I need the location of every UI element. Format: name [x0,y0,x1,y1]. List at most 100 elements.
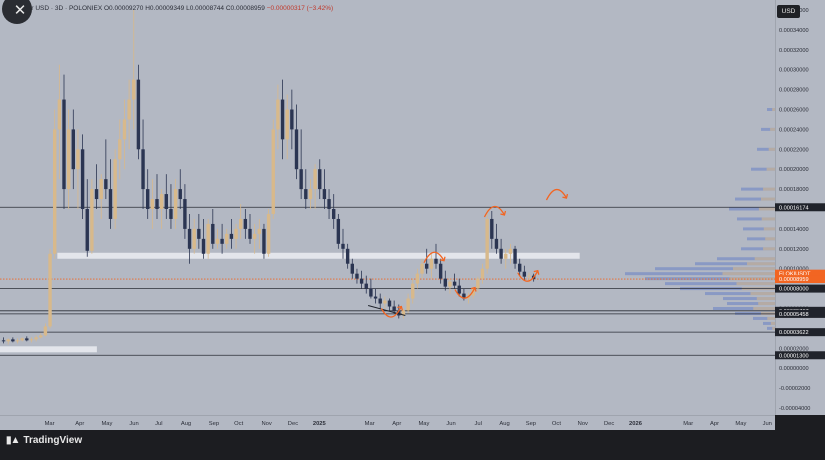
volume-profile-bar [645,277,775,281]
candle-body [122,119,127,140]
candle-body [262,228,266,254]
candle-body [141,149,145,190]
annotation-curve-arrow [380,306,402,318]
candle-body [48,253,52,327]
candle-body [136,79,141,150]
close-button[interactable]: ✕ [2,0,32,24]
volume-profile-bar-up [772,326,775,330]
x-axis-tick-label: Nov [261,421,271,427]
volume-profile-bar-up [758,302,775,306]
volume-profile-bar [705,292,775,296]
candle-body [406,298,410,311]
volume-profile-bar [717,257,775,261]
y-axis-tick-label: 0.00018000 [779,187,809,193]
chart-svg: 0.000360000.000340000.000320000.00030000… [0,8,825,427]
low-value: L0.00008744 [186,5,225,12]
volume-profile-bar [753,316,775,320]
x-axis-tick-label: May [735,421,746,427]
candle-body [336,218,341,244]
candle-body [164,194,168,209]
y-axis-tick-label: -0.00002000 [779,386,810,392]
volume-profile-bar [751,167,775,171]
currency-badge[interactable]: USD [777,5,800,18]
price-level-tag-label: 0.00003622 [779,330,809,336]
price-level-tag [775,328,825,337]
candle-body [99,179,103,200]
x-axis-tick-label: Dec [288,421,298,427]
candle-body [85,209,89,251]
candle-body [15,340,20,342]
candle-body [401,310,406,316]
candle-body [11,339,15,342]
price-level-tag [775,284,825,293]
candle-body [1,340,6,342]
candle-body [118,139,122,160]
candle-body [518,263,522,272]
candle-body [522,271,527,277]
candle-body [508,248,513,254]
candle-body [299,169,303,190]
candle-body [80,149,85,209]
candle-body [57,99,62,130]
candle-body [71,129,75,170]
candle-body [392,306,396,311]
candle-body [173,189,178,219]
candle-body [457,285,461,294]
candle-body [499,248,503,259]
volume-profile-bar-up [763,227,775,231]
candle-body [34,337,38,340]
open-value: O0.00009270 [104,5,144,12]
volume-profile-bar-up [754,257,775,261]
y-axis-tick-label: 0.00026000 [779,108,809,114]
price-level-tag [775,203,825,212]
candle-body [438,263,443,279]
annotation-curve-arrow [517,270,539,282]
annotation-arrowhead [500,210,507,216]
tradingview-icon: ▮▲ [6,435,20,446]
candle-body [280,99,285,140]
volume-profile-bar [655,267,775,271]
candle-body [462,293,466,299]
x-axis-tick-label: May [101,421,112,427]
x-axis-tick-label: Dec [604,421,614,427]
x-axis-tick-label: Nov [578,421,588,427]
candle-body [62,99,66,190]
price-level-tag [775,309,825,318]
candle-body [527,275,531,277]
price-level-tag-label: 0.00008000 [779,287,809,293]
volume-profile-bar [761,127,775,131]
y-axis-tick-label: 0.00034000 [779,28,809,34]
symbol-label: / Tether USD · 3D · POLONIEX [12,5,103,12]
x-axis-tick-label: Mar [365,421,375,427]
candle-body [476,278,480,289]
candle-body [332,209,336,219]
candle-body [480,268,485,279]
time-axis[interactable] [0,415,775,431]
price-level-tag-label: 0.00001300 [779,353,809,359]
candle-body [411,283,415,299]
candle-body [327,199,331,209]
volume-profile-bar [767,108,775,111]
volume-profile-bar [767,326,775,330]
candle-body [271,129,275,214]
candle-body [146,189,150,209]
x-axis-tick-label: Jun [446,421,455,427]
candle-body [276,99,280,130]
volume-profile-bar [743,227,775,231]
x-axis-tick-label: 2025 [313,421,327,427]
trendline [367,305,406,316]
candle-body [127,99,131,120]
volume-profile-bar-up [761,197,775,201]
candle-body [443,278,447,287]
candle-body [485,218,489,269]
x-axis-tick-label: 2026 [629,421,643,427]
candle-body [243,218,248,229]
x-axis-tick-label: Jun [129,421,138,427]
candle-body [178,189,182,200]
volume-profile-bar-up [768,147,775,151]
volume-profile-bar-up [747,262,775,266]
tradingview-logo[interactable]: ▮▲ TradingView [6,435,82,446]
candle-body [90,189,94,251]
volume-profile-bar [741,247,775,251]
tradingview-label: TradingView [23,435,83,446]
